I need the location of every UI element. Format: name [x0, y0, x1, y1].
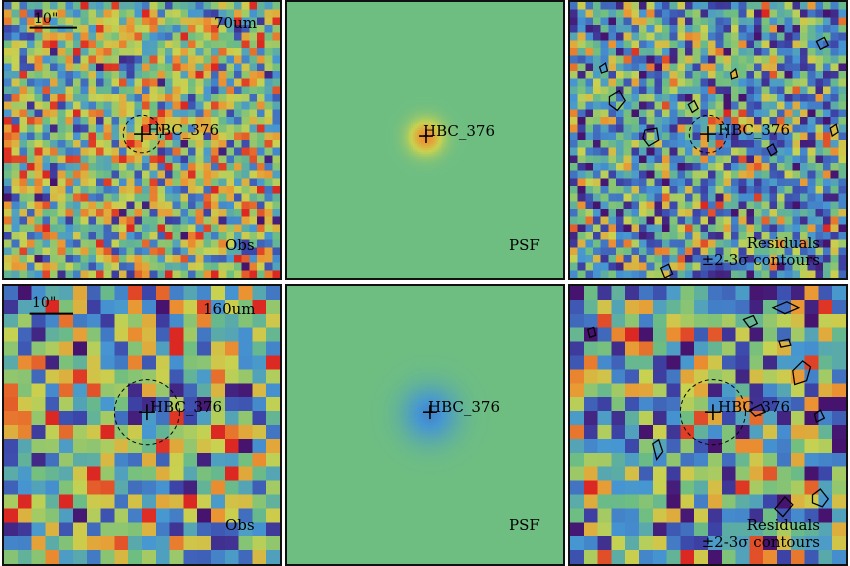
source-label: HBC_376 — [718, 398, 790, 416]
panel-corner-label: Obs — [225, 236, 255, 254]
panel-corner-label: PSF — [509, 516, 540, 534]
psf-70um-panel: HBC_376 PSF — [285, 0, 565, 280]
residual-160um-panel: HBC_376 Residuals ±2-3σ contours — [568, 284, 848, 566]
source-label: HBC_376 — [423, 122, 495, 140]
psf-70um-overlay — [419, 129, 433, 143]
psf-70um-map — [287, 2, 563, 278]
source-marker-icon — [139, 404, 155, 421]
aperture-circle — [122, 114, 162, 154]
panel-corner-label: Residuals — [746, 234, 820, 252]
panel-corner-label: PSF — [509, 236, 540, 254]
source-label: HBC_376 — [718, 121, 790, 139]
panel-corner-label: Residuals — [746, 516, 820, 534]
source-marker-icon — [134, 126, 150, 142]
source-marker-icon — [423, 405, 437, 420]
residual-70um-panel: HBC_376 Residuals ±2-3σ contours — [568, 0, 848, 280]
source-label: HBC_376 — [150, 398, 222, 416]
scale-bar-label: 10" — [32, 295, 57, 311]
obs-70um-panel: 10" 70um HBC_376 Obs — [2, 0, 282, 280]
panel-corner-label-2: ±2-3σ contours — [701, 533, 820, 551]
panel-corner-label: Obs — [225, 516, 255, 534]
obs-160um-panel: 10" 160um HBC_376 Obs — [2, 284, 282, 566]
source-label: HBC_376 — [428, 398, 500, 416]
source-label: HBC_376 — [147, 121, 219, 139]
residual-contours — [586, 301, 830, 518]
scale-bar-label: 10" — [34, 11, 59, 27]
psf-160um-panel: HBC_376 PSF — [285, 284, 565, 566]
source-marker-icon — [419, 129, 433, 143]
source-marker-icon — [700, 126, 716, 142]
residual-70um-overlay — [598, 36, 839, 278]
obs-70um-overlay — [29, 26, 162, 154]
residual-contours — [598, 36, 839, 278]
obs-160um-map — [4, 286, 280, 564]
band-label: 160um — [203, 300, 256, 318]
band-label: 70um — [214, 14, 257, 32]
obs-160um-overlay — [29, 312, 180, 446]
aperture-circle — [688, 114, 728, 154]
residual-160um-map — [570, 286, 846, 564]
psf-160um-map — [287, 286, 563, 564]
panel-corner-label-2: ±2-3σ contours — [701, 251, 820, 269]
residual-160um-overlay — [586, 301, 830, 518]
source-marker-icon — [705, 404, 721, 421]
psf-160um-overlay — [423, 405, 437, 420]
